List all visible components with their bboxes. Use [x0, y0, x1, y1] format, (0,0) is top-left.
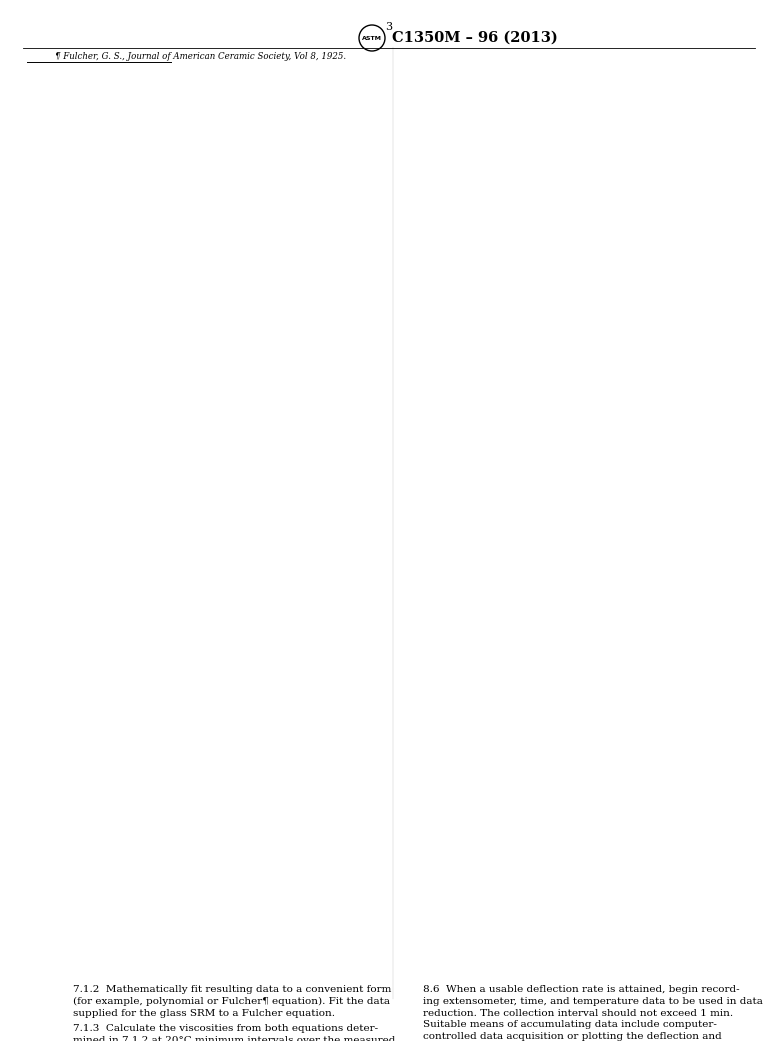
Text: mined in 7.1.2 at 20°C minimum intervals over the measured: mined in 7.1.2 at 20°C minimum intervals…	[73, 1036, 395, 1041]
Text: controlled data acquisition or plotting the deflection and: controlled data acquisition or plotting …	[423, 1033, 722, 1041]
Text: supplied for the glass SRM to a Fulcher equation.: supplied for the glass SRM to a Fulcher …	[73, 1009, 335, 1018]
Text: 7.1.3  Calculate the viscosities from both equations deter-: 7.1.3 Calculate the viscosities from bot…	[73, 1024, 378, 1034]
Text: ing extensometer, time, and temperature data to be used in data: ing extensometer, time, and temperature …	[423, 997, 763, 1006]
Text: C1350M – 96 (2013): C1350M – 96 (2013)	[392, 31, 558, 45]
Text: 8.6  When a usable deflection rate is attained, begin record-: 8.6 When a usable deflection rate is att…	[423, 985, 740, 994]
Text: reduction. The collection interval should not exceed 1 min.: reduction. The collection interval shoul…	[423, 1009, 733, 1018]
Text: (for example, polynomial or Fulcher¶ equation). Fit the data: (for example, polynomial or Fulcher¶ equ…	[73, 997, 390, 1006]
Text: ¶ Fulcher, G. S., Journal of American Ceramic Society, Vol 8, 1925.: ¶ Fulcher, G. S., Journal of American Ce…	[55, 52, 346, 61]
Text: Suitable means of accumulating data include computer-: Suitable means of accumulating data incl…	[423, 1020, 717, 1030]
Text: 7.1.2  Mathematically fit resulting data to a convenient form: 7.1.2 Mathematically fit resulting data …	[73, 985, 391, 994]
Text: 3: 3	[385, 22, 393, 32]
Text: ASTM: ASTM	[362, 35, 382, 41]
